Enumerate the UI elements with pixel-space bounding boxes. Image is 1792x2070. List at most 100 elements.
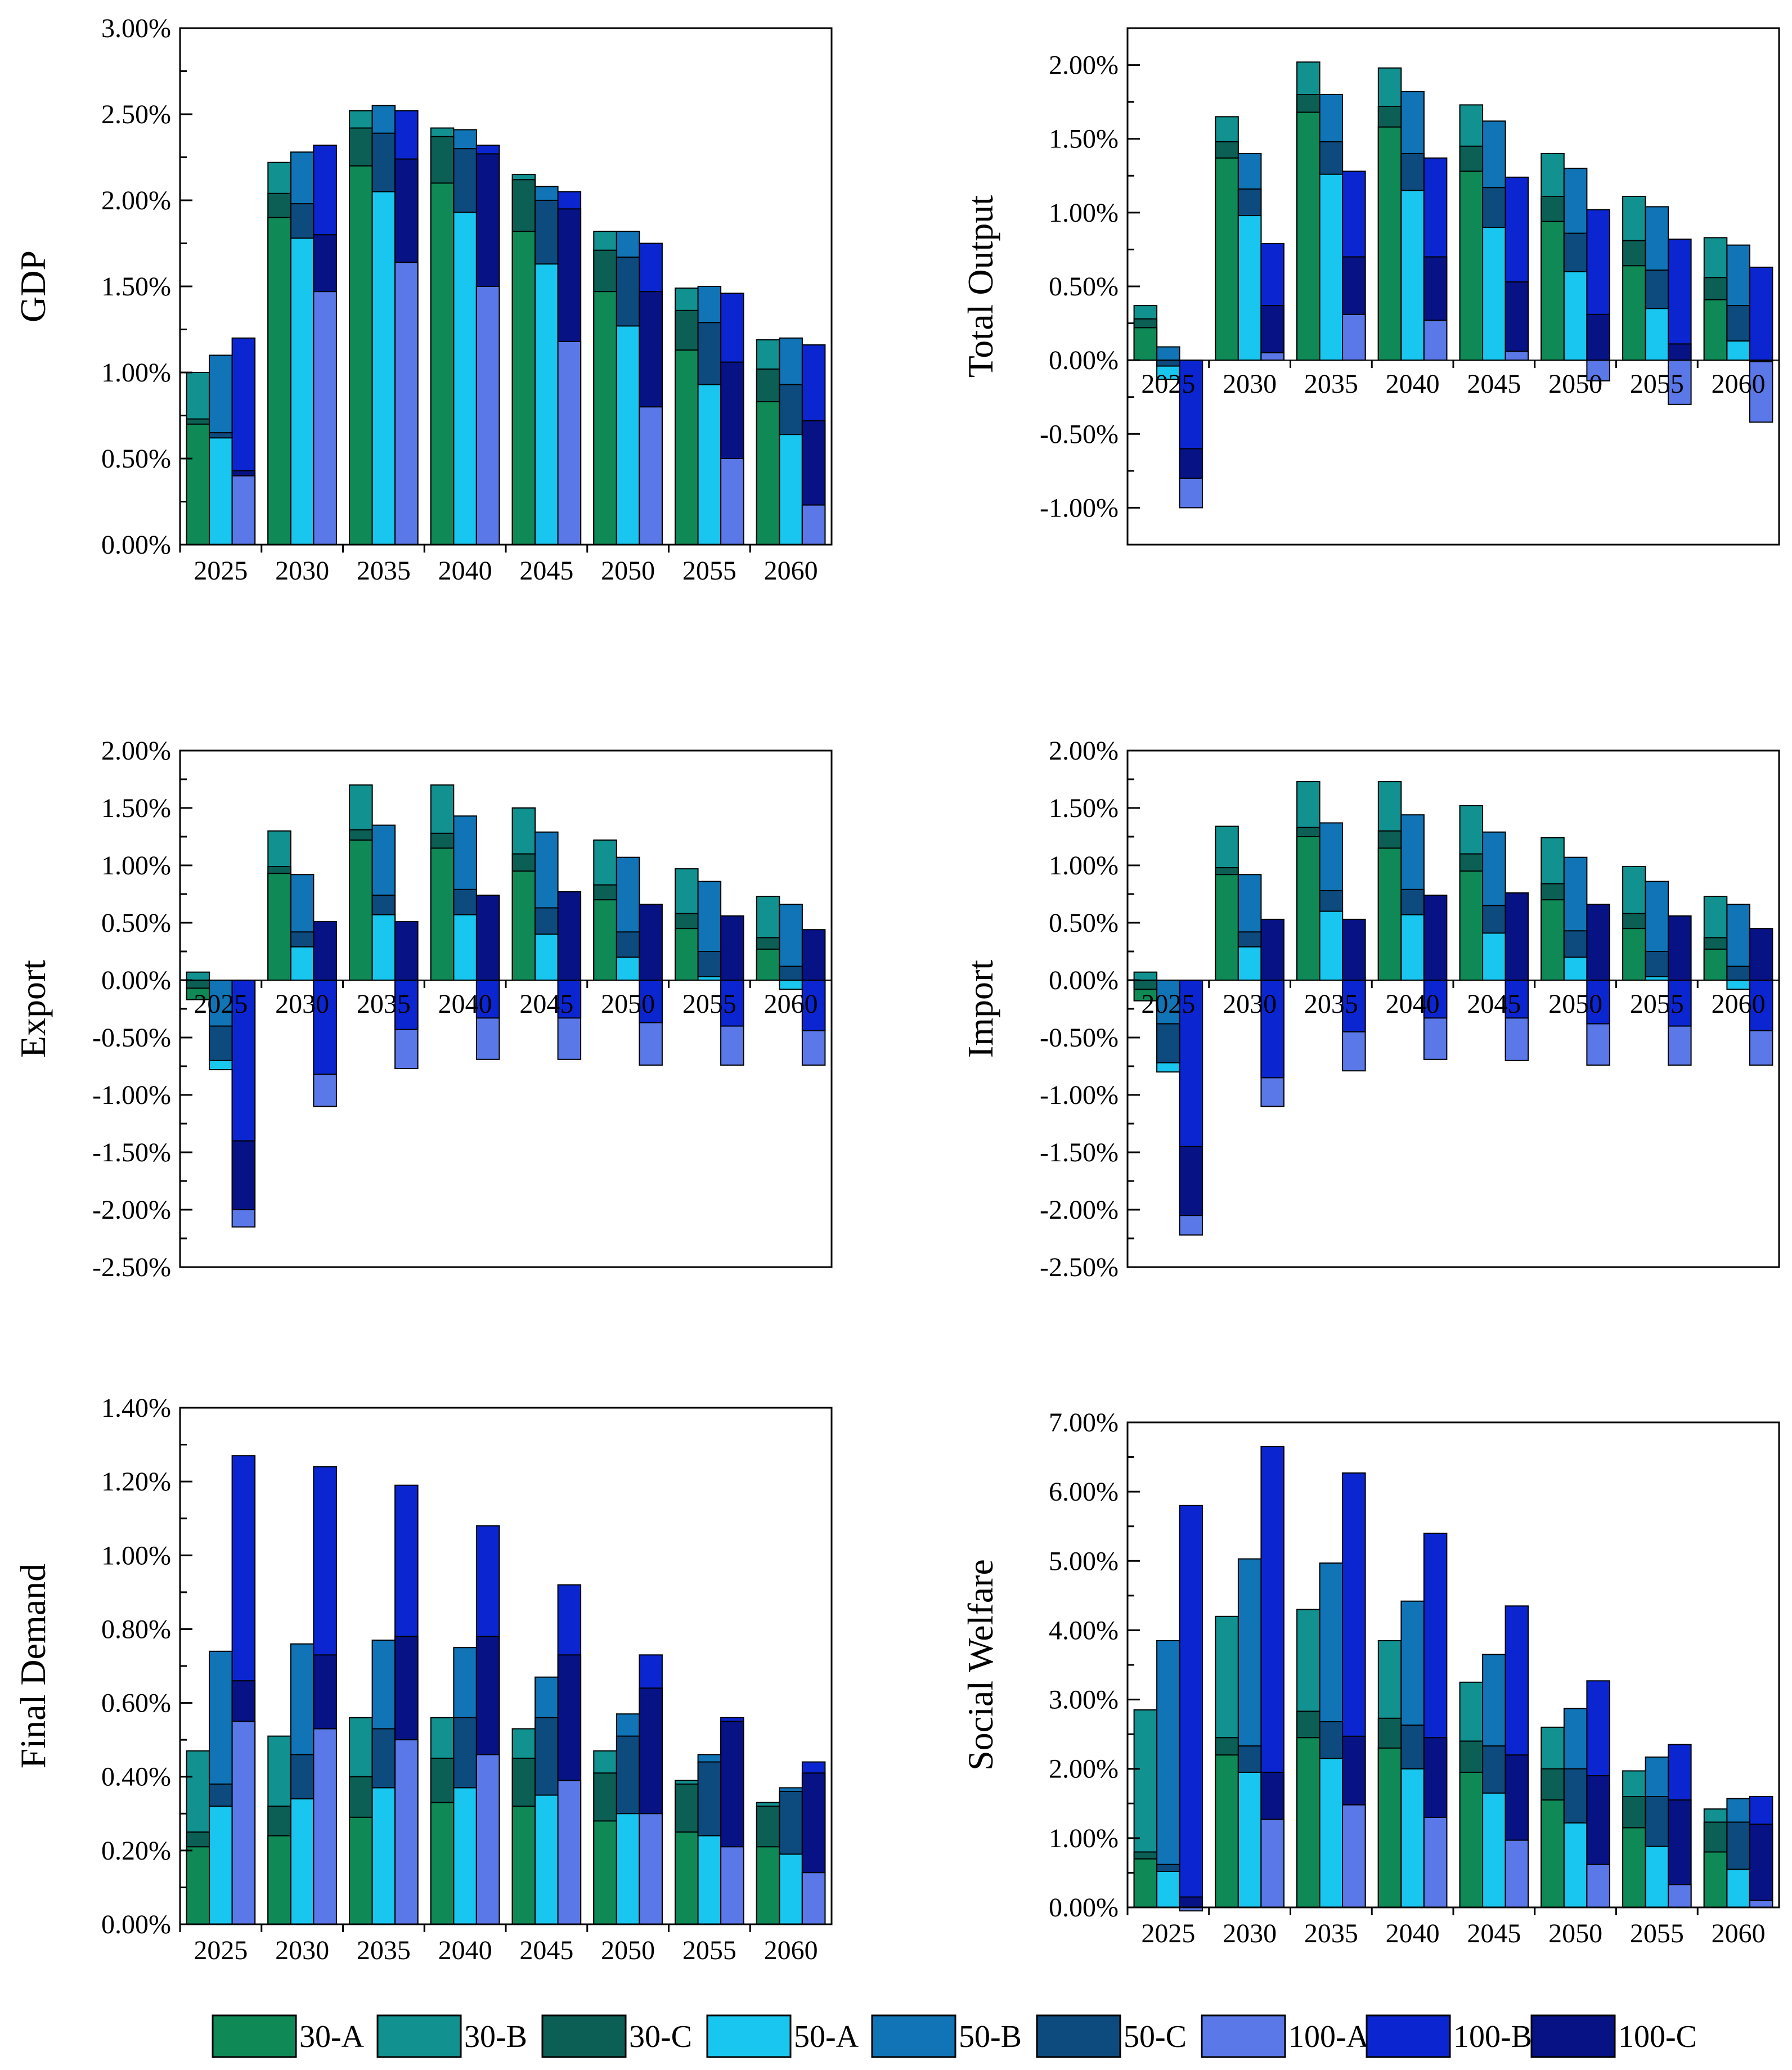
bar-50-a-2030 (1237, 946, 1262, 981)
x-tick-label-2045: 2045 (1467, 1919, 1521, 1948)
bar-50-a-2055 (697, 384, 722, 546)
x-tick-label-2055: 2055 (1630, 989, 1684, 1019)
x-tick-label-2055: 2055 (1630, 1919, 1684, 1948)
y-tick-label: 1.50% (101, 793, 171, 823)
bar-100-b-2055 (1668, 980, 1692, 1027)
bar-100-b-2045 (1504, 980, 1529, 1019)
bar-100-a-2035 (1342, 313, 1366, 361)
bar-100-a-2030 (1260, 1818, 1285, 1909)
y-tick-label: 2.00% (1049, 1754, 1119, 1784)
bar-50-a-2040 (1400, 190, 1425, 361)
x-tick-label-2060: 2060 (764, 1936, 818, 1965)
x-tick-label-2050: 2050 (601, 1936, 655, 1965)
bar-100-b-2025 (231, 980, 256, 1142)
bar-30-a-2055 (1622, 928, 1646, 981)
y-axis-title: Export (13, 960, 53, 1058)
bar-30-a-2050 (593, 899, 617, 981)
y-axis-title: Social Welfare (960, 1559, 1000, 1771)
bars (186, 105, 826, 546)
bar-100-b-2060 (1749, 980, 1773, 1031)
y-tick-label: -0.50% (1040, 1023, 1119, 1053)
bar-30-a-2030 (267, 873, 291, 981)
legend-swatch (1036, 2014, 1121, 2058)
y-tick-label: 1.00% (1049, 851, 1119, 881)
bar-100-c-2045 (1504, 281, 1529, 361)
bar-30-a-2025 (186, 1846, 210, 1925)
x-tick-label-2030: 2030 (1223, 989, 1277, 1019)
x-tick-label-2030: 2030 (1223, 369, 1277, 399)
y-tick-label: -2.50% (1040, 1252, 1119, 1282)
bar-50-c-2055 (697, 951, 722, 981)
bar-100-c-2050 (1586, 904, 1610, 981)
bar-30-a-2055 (675, 1831, 699, 1925)
bar-100-a-2035 (394, 1739, 419, 1925)
bar-100-a-2060 (1749, 1900, 1773, 1908)
x-tick-label-2025: 2025 (1141, 1919, 1195, 1948)
bar-100-c-2055 (1668, 915, 1692, 981)
y-tick-label: -1.00% (92, 1080, 171, 1110)
y-tick-label: -2.00% (92, 1195, 171, 1225)
x-tick-label-2040: 2040 (438, 989, 492, 1019)
y-tick-label: 7.00% (1049, 1408, 1119, 1438)
chart-panel-gdp: 0.00% 0.50% 1.00% 1.50% 2.00% 2.50% 3.00% 2025 2… (13, 14, 833, 586)
bar-100-a-2055 (720, 458, 744, 545)
bar-50-c-2055 (1645, 951, 1669, 981)
bar-50-a-2045 (535, 263, 559, 545)
y-tick-label: 4.00% (1049, 1615, 1119, 1645)
y-tick-label: 1.50% (101, 272, 171, 302)
bar-50-a-2045 (1482, 1792, 1506, 1909)
y-tick-label: -1.50% (1040, 1138, 1119, 1168)
bar-30-a-2030 (267, 1835, 291, 1925)
x-tick-label-2050: 2050 (1548, 369, 1602, 399)
y-tick-label: 0.80% (101, 1614, 171, 1644)
bar-30-a-2040 (430, 847, 455, 981)
y-tick-label: 1.00% (101, 1541, 171, 1570)
bar-30-a-2050 (593, 291, 617, 545)
bars (186, 784, 826, 1228)
bar-100-a-2045 (1504, 1839, 1529, 1909)
y-tick-label: 0.50% (101, 908, 171, 938)
bar-100-c-2060 (1749, 1824, 1773, 1908)
x-tick-label-2055: 2055 (682, 1936, 736, 1965)
bar-30-a-2040 (1377, 126, 1402, 361)
bar-30-a-2060 (1703, 948, 1728, 981)
x-tick-label-2035: 2035 (357, 989, 411, 1019)
y-tick-label: 1.00% (101, 851, 171, 881)
bar-30-a-2045 (511, 231, 536, 546)
bar-30-a-2040 (1377, 847, 1402, 981)
y-tick-label: 6.00% (1049, 1477, 1119, 1507)
bar-100-b-2030 (1260, 980, 1285, 1079)
bar-50-a-2060 (1726, 1869, 1750, 1909)
bar-100-b-2050 (1586, 980, 1610, 1025)
x-tick-label-2055: 2055 (682, 556, 736, 586)
bar-50-a-2035 (1319, 173, 1344, 361)
bar-50-a-2060 (779, 980, 803, 990)
bar-50-a-2050 (616, 325, 640, 546)
y-tick-label: -2.50% (92, 1252, 171, 1282)
bar-100-a-2025 (231, 475, 256, 545)
bar-50-c-2060 (779, 966, 803, 981)
x-tick-label-2055: 2055 (1630, 369, 1684, 399)
y-tick-label: 1.00% (1049, 1824, 1119, 1853)
y-tick-label: 0.50% (1049, 908, 1119, 938)
bar-100-b-2025 (1179, 980, 1203, 1147)
bar-100-a-2040 (1423, 1816, 1448, 1908)
bar-30-b-2025 (1133, 971, 1158, 981)
legend-label: 30-C (629, 2019, 692, 2054)
bar-50-a-2060 (779, 1853, 803, 1925)
bar-50-a-2040 (1400, 1768, 1425, 1908)
bar-100-c-2040 (1423, 895, 1448, 981)
y-tick-label: 0.00% (1049, 966, 1119, 995)
bar-50-a-2035 (1319, 1758, 1344, 1908)
y-tick-label: 0.50% (101, 444, 171, 474)
x-tick-label-2055: 2055 (682, 989, 736, 1019)
y-axis-title: Import (960, 960, 1000, 1058)
bar-50-a-2060 (1726, 980, 1750, 990)
legend-label: 30-B (464, 2019, 527, 2054)
bar-100-a-2060 (1749, 360, 1773, 423)
bar-50-a-2025 (209, 1806, 233, 1925)
bar-50-a-2055 (697, 1835, 722, 1925)
legend-label: 50-A (794, 2019, 859, 2054)
bar-100-b-2035 (394, 980, 419, 1030)
chart-panel-export: -2.50% -2.00% -1.50% -1.00% -0.50% 0.00% 0.50%… (13, 736, 833, 1282)
